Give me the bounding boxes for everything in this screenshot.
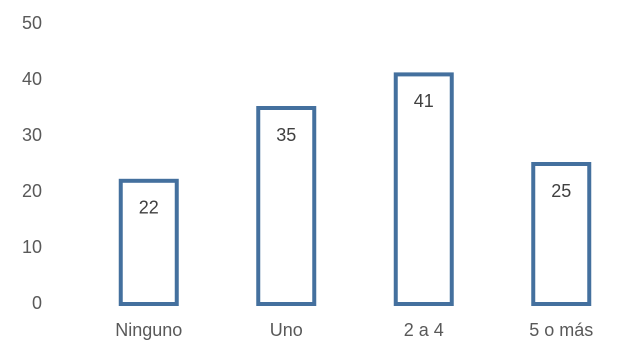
y-tick-label: 30: [22, 125, 42, 145]
y-tick-label: 20: [22, 181, 42, 201]
y-tick-label: 50: [22, 13, 42, 33]
bar-uno: [256, 106, 317, 306]
y-axis: 0 10 20 30 40 50: [22, 13, 42, 313]
x-category-label: 2 a 4: [404, 320, 444, 340]
y-tick-label: 10: [22, 237, 42, 257]
bars-group: 22 35 41 25: [118, 72, 592, 307]
x-axis: Ninguno Uno 2 a 4 5 o más: [115, 320, 593, 340]
data-label: 25: [551, 181, 571, 201]
x-category-label: Ninguno: [115, 320, 182, 340]
data-label: 41: [414, 91, 434, 111]
y-tick-label: 0: [32, 293, 42, 313]
x-category-label: 5 o más: [529, 320, 593, 340]
bar-5-o-m-s: [531, 162, 592, 306]
bar-2-a-4: [393, 72, 454, 307]
x-category-label: Uno: [270, 320, 303, 340]
data-label: 35: [276, 125, 296, 145]
y-tick-label: 40: [22, 69, 42, 89]
bar-ninguno: [118, 178, 179, 306]
data-label: 22: [139, 198, 159, 218]
